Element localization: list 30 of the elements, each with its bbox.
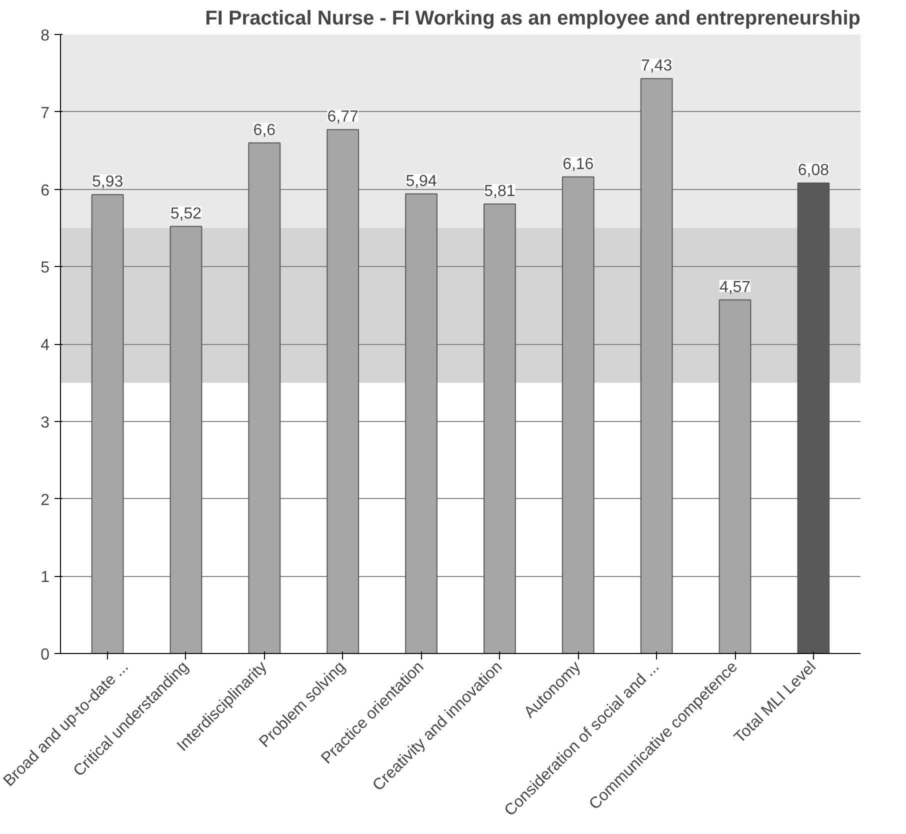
- chart-title: FI Practical Nurse - FI Working as an employee and entrepreneurship: [205, 8, 861, 30]
- y-tick-label: 8: [40, 28, 50, 44]
- bar: [640, 78, 673, 654]
- data-label: 6,6: [253, 122, 276, 139]
- bar: [91, 194, 124, 654]
- y-tick-label: 0: [40, 646, 50, 664]
- data-label: 6,77: [327, 108, 359, 126]
- y-tick-label: 6: [40, 182, 50, 200]
- data-label: 5,93: [92, 174, 124, 191]
- data-label: 5,52: [170, 205, 202, 222]
- y-tick-label: 2: [40, 492, 50, 509]
- y-tick-label: 3: [40, 414, 50, 432]
- bar: [170, 226, 202, 654]
- data-label: 5,94: [406, 172, 437, 190]
- bar: [484, 203, 516, 654]
- bar: [562, 176, 594, 654]
- bar: [326, 129, 360, 654]
- data-label: 6,16: [562, 156, 594, 173]
- data-label: 4,57: [719, 278, 751, 296]
- data-label: 6,08: [798, 162, 830, 180]
- y-tick-label: 4: [40, 337, 50, 354]
- data-label: 5,81: [484, 182, 516, 200]
- y-tick-label: 7: [40, 104, 50, 122]
- bar: [718, 299, 752, 654]
- bar: [797, 182, 830, 654]
- bar: [248, 142, 281, 654]
- y-tick-label: 5: [40, 260, 50, 277]
- y-tick-label: 1: [40, 569, 50, 586]
- bar: [405, 193, 438, 654]
- data-label: 7,43: [641, 58, 672, 75]
